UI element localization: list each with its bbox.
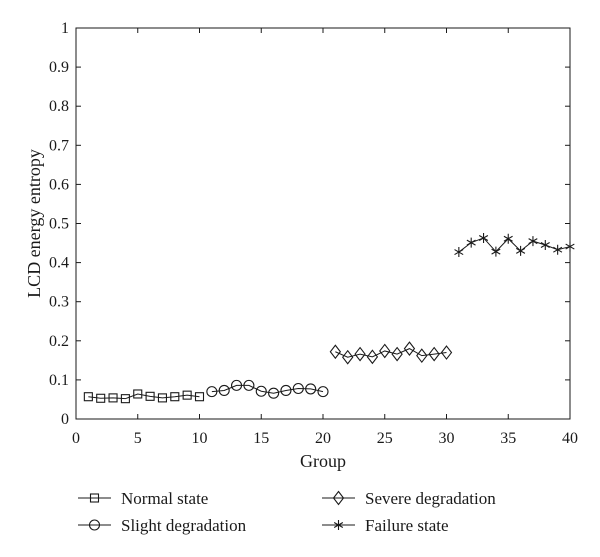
data-point xyxy=(255,385,267,397)
series-line xyxy=(335,348,447,358)
series-line xyxy=(458,237,571,253)
data-point xyxy=(366,349,379,365)
x-tick-label: 35 xyxy=(500,430,516,447)
y-tick-label: 0.7 xyxy=(49,137,69,154)
series-line xyxy=(211,384,324,394)
legend-label: Normal state xyxy=(121,489,208,508)
data-point xyxy=(440,345,453,360)
data-point xyxy=(342,349,354,365)
data-point xyxy=(108,393,118,403)
y-tick-label: 0.9 xyxy=(49,59,69,76)
legend-label: Slight degradation xyxy=(121,516,247,535)
y-tick-label: 0.3 xyxy=(49,294,69,311)
data-point xyxy=(206,386,218,398)
data-point xyxy=(317,386,329,398)
data-point xyxy=(170,392,180,402)
x-tick-label: 40 xyxy=(562,430,578,447)
data-point xyxy=(120,394,130,404)
data-point xyxy=(466,237,476,248)
data-point xyxy=(157,393,167,403)
axis-ticks: 0 5 10 15 20 25 30 35 40 0 0.1 0.2 0.3 0.4 0.5 0.6 0.7 0.… xyxy=(49,20,578,447)
plot-frame xyxy=(75,27,571,420)
legend-label: Failure state xyxy=(365,516,449,535)
x-tick-label: 0 xyxy=(72,430,80,447)
data-point xyxy=(553,244,563,255)
data-point xyxy=(218,384,230,397)
data-point xyxy=(292,382,304,395)
y-tick-label: 1 xyxy=(61,20,69,37)
x-tick-label: 5 xyxy=(134,430,142,447)
series-layer xyxy=(83,232,575,404)
y-axis-label: LCD energy entropy xyxy=(24,149,44,298)
series-square xyxy=(83,389,205,404)
data-point xyxy=(133,389,143,399)
data-point xyxy=(243,379,255,391)
data-point xyxy=(268,387,280,399)
legend-marker xyxy=(88,519,101,531)
series-diamond xyxy=(329,341,453,365)
data-point xyxy=(491,246,501,257)
legend-entry: Normal state xyxy=(78,489,208,508)
y-tick-label: 0 xyxy=(61,411,69,428)
data-point xyxy=(503,233,513,244)
data-point xyxy=(354,346,366,362)
data-point xyxy=(391,346,403,362)
y-tick-label: 0.1 xyxy=(49,372,69,389)
data-point xyxy=(83,392,93,402)
x-tick-label: 30 xyxy=(439,430,455,447)
y-tick-label: 0.8 xyxy=(49,98,69,115)
legend-marker xyxy=(89,493,100,503)
data-point xyxy=(305,383,317,395)
x-tick-label: 15 xyxy=(253,430,269,447)
y-tick-label: 0.2 xyxy=(49,333,69,350)
x-tick-label: 25 xyxy=(377,430,393,447)
data-point xyxy=(403,341,416,357)
data-point xyxy=(416,348,428,364)
legend-label: Severe degradation xyxy=(365,489,496,508)
x-axis-label: Group xyxy=(300,451,346,471)
data-point xyxy=(145,391,155,401)
y-tick-label: 0.5 xyxy=(49,216,69,233)
data-point xyxy=(231,379,243,391)
series-asterisk xyxy=(454,232,575,258)
data-point xyxy=(540,240,550,251)
series-circle xyxy=(206,379,329,399)
x-tick-label: 20 xyxy=(315,430,331,447)
data-point xyxy=(565,241,575,252)
data-point xyxy=(182,390,192,400)
data-point xyxy=(329,344,342,360)
data-point xyxy=(194,392,205,402)
legend-marker xyxy=(333,520,344,530)
x-tick-label: 10 xyxy=(192,430,208,447)
data-point xyxy=(528,236,538,247)
data-point xyxy=(478,232,489,243)
data-point xyxy=(280,384,292,397)
legend-marker xyxy=(332,490,345,506)
data-point xyxy=(454,247,464,258)
legend-entry: Severe degradation xyxy=(322,489,496,508)
series-line xyxy=(88,393,200,400)
y-tick-label: 0.6 xyxy=(49,176,69,193)
y-tick-label: 0.4 xyxy=(49,255,69,272)
data-point xyxy=(428,346,440,362)
data-point xyxy=(515,245,526,256)
data-point xyxy=(379,343,391,359)
legend: Normal state Slight degradation Severe deg… xyxy=(78,489,496,535)
data-point xyxy=(96,393,106,403)
legend-entry: Slight degradation xyxy=(78,516,247,535)
legend-entry: Failure state xyxy=(322,516,449,535)
